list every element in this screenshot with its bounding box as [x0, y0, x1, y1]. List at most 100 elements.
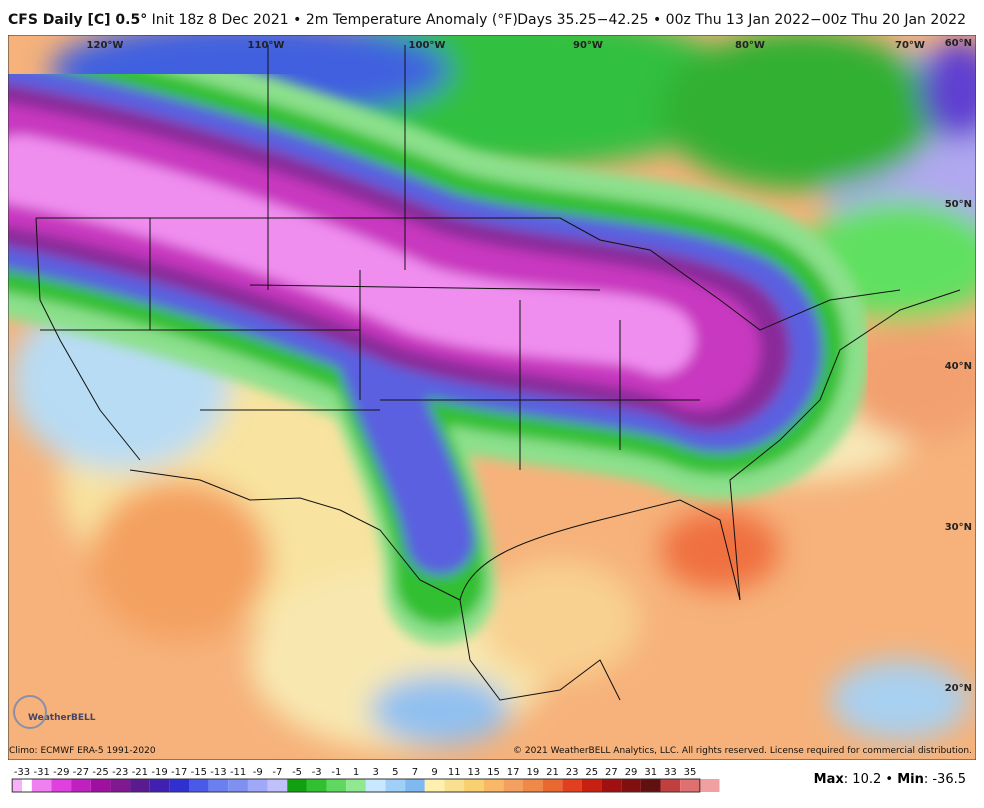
colorbar-tick-label: 1 — [353, 767, 359, 778]
colorbar-swatch — [71, 779, 91, 792]
colorbar-swatch — [464, 779, 484, 792]
colorbar-swatch — [31, 779, 52, 792]
colorbar-tick-label: 15 — [487, 767, 500, 778]
longitude-label: 70°W — [895, 40, 925, 51]
max-min: Max: 10.2 • Min: -36.5 — [813, 772, 966, 787]
logo-mark — [13, 695, 47, 729]
colorbar-swatch — [444, 779, 465, 792]
colorbar: -33 -31 -29 -27 -25 -23 -21 -19 -17 -15 -13 -11 -9 -7… — [11, 767, 720, 793]
colorbar-tick-label: -3 — [312, 767, 322, 778]
anomaly-field — [8, 35, 976, 760]
colorbar-tick-label: -15 — [191, 767, 207, 778]
logo: WeatherBELL — [28, 713, 96, 723]
climo: Climo: ECMWF ERA-5 1991-2020 — [9, 746, 156, 756]
colorbar-swatch — [542, 779, 563, 792]
colorbar-swatch — [365, 779, 386, 792]
colorbar-swatch — [424, 779, 445, 792]
colorbar-swatch — [247, 779, 268, 792]
colorbar-tick-label: 29 — [625, 767, 638, 778]
colorbar-tick-label: -13 — [210, 767, 226, 778]
colorbar-swatch — [581, 779, 602, 792]
header-left: CFS Daily [C] 0.5° Init 18z 8 Dec 2021 •… — [8, 12, 518, 28]
colorbar-swatch — [660, 779, 681, 792]
longitude-label: 100°W — [409, 40, 446, 51]
colorbar-swatch — [503, 779, 523, 792]
colorbar-frame — [11, 778, 701, 793]
latitude-label: 30°N — [945, 522, 972, 533]
max-value: 10.2 — [852, 772, 882, 787]
colorbar-swatch — [601, 779, 622, 792]
colorbar-tick-label: 19 — [526, 767, 539, 778]
colorbar-tick-label: -33 — [14, 767, 30, 778]
colorbar-tick-label: -11 — [230, 767, 246, 778]
colorbar-swatch — [267, 779, 288, 792]
init: Init 18z 8 Dec 2021 — [151, 12, 289, 28]
longitude-label: 90°W — [573, 40, 603, 51]
colorbar-swatch — [523, 779, 543, 792]
colorbar-swatch — [90, 779, 111, 792]
colorbar-swatch — [621, 779, 641, 792]
colorbar-tick-label: -31 — [33, 767, 49, 778]
colorbar-tick-label: -7 — [272, 767, 282, 778]
colorbar-swatch — [12, 779, 22, 792]
colorbar-tick-label: -5 — [292, 767, 302, 778]
colorbar-swatch — [169, 779, 189, 792]
borders — [35, 45, 961, 701]
longitude-label: 120°W — [87, 40, 124, 51]
colorbar-tick-label: 25 — [585, 767, 598, 778]
period: Days 35.25−42.25 • 00z Thu 13 Jan 2022−0… — [517, 12, 966, 28]
colorbar-swatch — [562, 779, 582, 792]
colorbar-tick-label: 33 — [664, 767, 677, 778]
longitude-label: 110°W — [248, 40, 285, 51]
colorbar-swatch — [326, 779, 347, 792]
colorbar-tick-label: 23 — [566, 767, 579, 778]
colorbar-tick-label: -9 — [253, 767, 263, 778]
colorbar-tick-label: 27 — [605, 767, 618, 778]
colorbar-swatch — [640, 779, 661, 792]
colorbar-tick-label: -21 — [132, 767, 148, 778]
colorbar-swatch — [405, 779, 425, 792]
colorbar-tick-label: 3 — [372, 767, 378, 778]
colorbar-tick-label: 9 — [431, 767, 437, 778]
colorbar-tick-label: -27 — [73, 767, 89, 778]
colorbar-tick-label: 7 — [412, 767, 418, 778]
latitude-label: 50°N — [945, 199, 972, 210]
colorbar-swatch — [306, 779, 327, 792]
colorbar-tick-label: 11 — [448, 767, 461, 778]
colorbar-swatch — [483, 779, 504, 792]
colorbar-tick-label: -29 — [53, 767, 69, 778]
colorbar-tick-label: 31 — [644, 767, 657, 778]
colorbar-tick-label: 21 — [546, 767, 559, 778]
colorbar-tick-label: 13 — [468, 767, 481, 778]
colorbar-tick-label: 35 — [684, 767, 697, 778]
colorbar-swatch — [208, 779, 229, 792]
colorbar-tick-label: -25 — [92, 767, 108, 778]
colorbar-swatch — [110, 779, 131, 792]
colorbar-tick-label: -19 — [151, 767, 167, 778]
longitude-label: 80°W — [735, 40, 765, 51]
colorbar-tick-label: -23 — [112, 767, 128, 778]
copyright: © 2021 WeatherBELL Analytics, LLC. All r… — [513, 746, 972, 756]
colorbar-swatch — [189, 779, 209, 792]
min-label: Min — [897, 772, 924, 787]
model: CFS Daily [C] 0.5° — [8, 12, 148, 28]
colorbar-swatch — [287, 779, 307, 792]
field: 2m Temperature Anomaly (°F) — [305, 12, 518, 28]
colorbar-tick-label: -17 — [171, 767, 187, 778]
min-value: -36.5 — [932, 772, 966, 787]
colorbar-swatch — [699, 779, 720, 792]
latitude-label: 40°N — [945, 361, 972, 372]
colorbar-tick-label: 5 — [392, 767, 398, 778]
colorbar-swatch — [346, 779, 366, 792]
colorbar-tick-label: -1 — [331, 767, 341, 778]
latitude-label: 20°N — [945, 683, 972, 694]
colorbar-swatch — [51, 779, 72, 792]
latitude-label: 60°N — [945, 38, 972, 49]
colorbar-swatch — [385, 779, 406, 792]
colorbar-swatch — [130, 779, 150, 792]
max-label: Max — [813, 772, 844, 787]
colorbar-swatch — [149, 779, 170, 792]
colorbar-swatch — [680, 779, 700, 792]
